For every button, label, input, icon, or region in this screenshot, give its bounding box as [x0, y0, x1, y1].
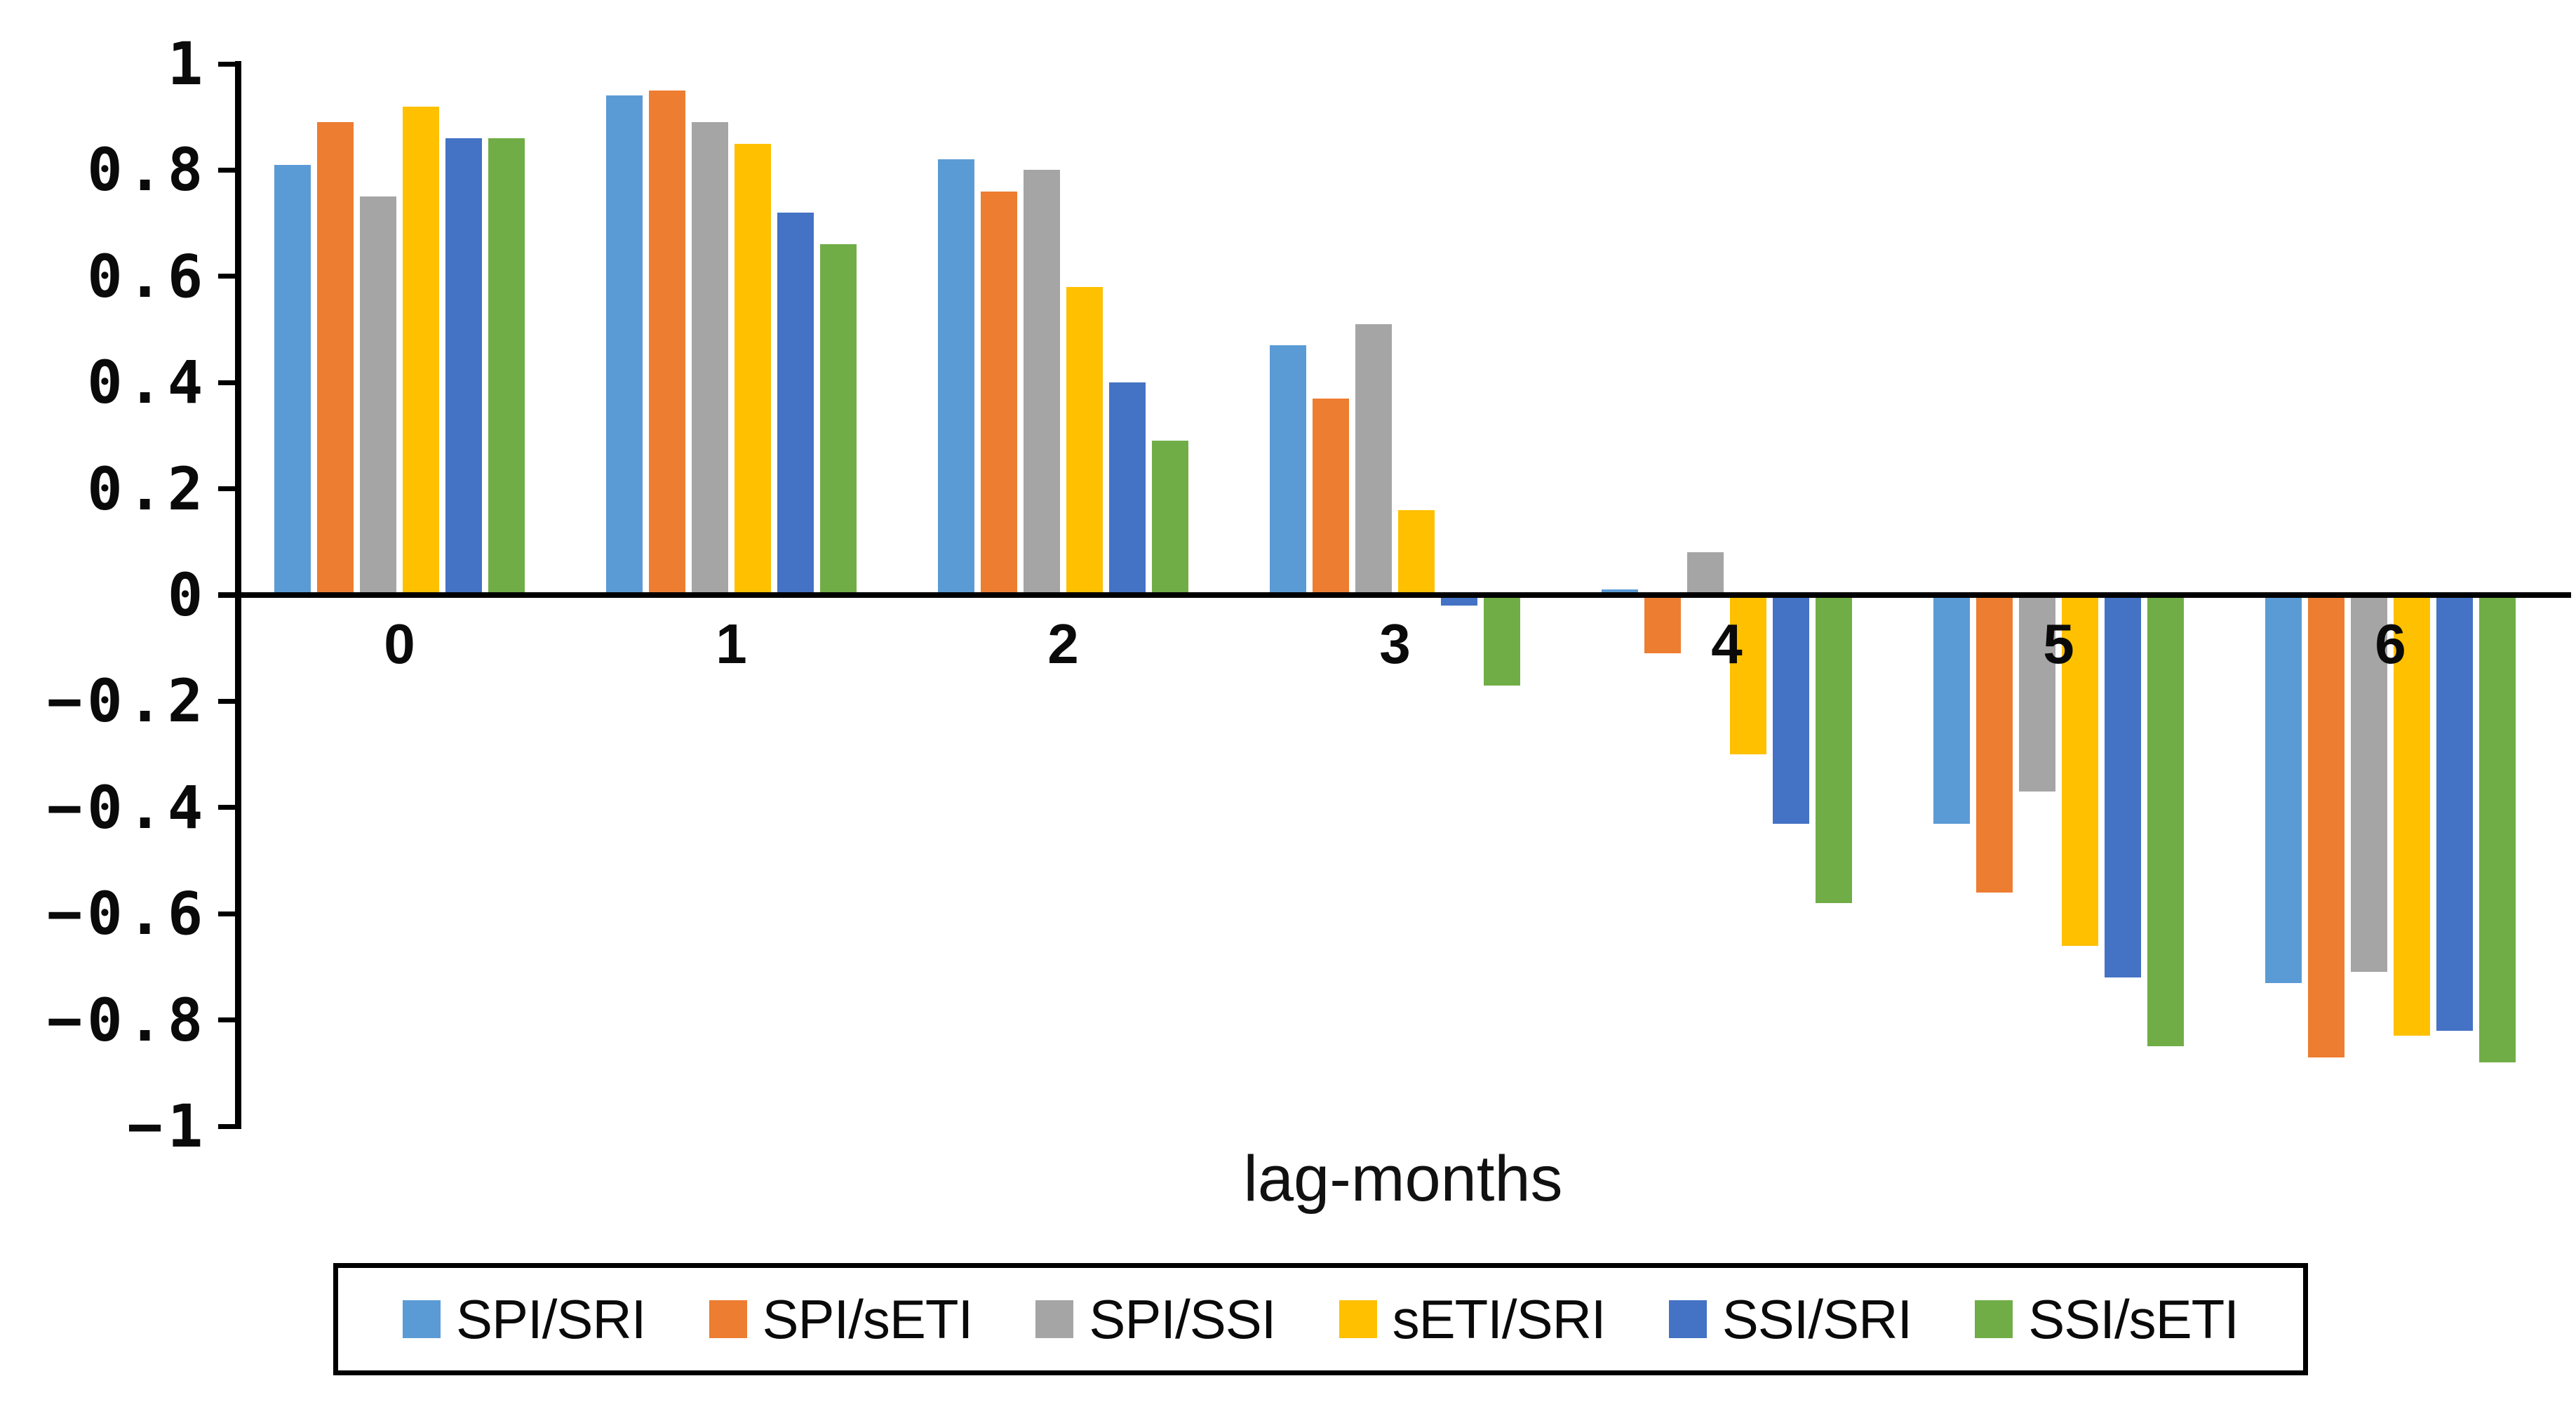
y-axis-tick [218, 61, 235, 67]
bar [1933, 595, 1970, 824]
legend-swatch-icon [1975, 1300, 2013, 1338]
y-tick-label: −0.2 [46, 667, 208, 736]
legend-label: SPI/SSI [1089, 1288, 1276, 1350]
y-axis-tick [218, 274, 235, 279]
bar [606, 95, 643, 595]
bar [1398, 509, 1435, 595]
bar [403, 106, 439, 595]
x-axis-title: lag-months [1243, 1143, 1563, 1215]
bar [360, 196, 396, 595]
y-tick-label: −0.8 [46, 985, 208, 1055]
y-axis-tick [218, 167, 235, 173]
bar [1313, 398, 1349, 595]
x-category-label: 5 [2043, 613, 2074, 675]
bar [1066, 286, 1103, 595]
x-category-label: 2 [1047, 613, 1079, 675]
y-axis-tick [218, 380, 235, 385]
bar [2062, 595, 2098, 946]
bar [1730, 595, 1766, 755]
bar [1773, 595, 1809, 824]
bar [274, 164, 311, 595]
legend-label: SSI/sETI [2028, 1288, 2239, 1350]
x-category-label: 4 [1711, 613, 1743, 675]
legend-swatch-icon [1035, 1300, 1074, 1338]
bar [1270, 345, 1306, 595]
y-tick-label: 0.6 [87, 241, 208, 311]
bar [1024, 170, 1060, 595]
bar [1976, 595, 2013, 893]
y-tick-label: 0.8 [87, 135, 208, 205]
legend-swatch-icon [1339, 1300, 1377, 1338]
legend-item: SPI/SRI [403, 1288, 646, 1350]
y-tick-label: 1 [167, 29, 208, 98]
legend-item: SSI/sETI [1975, 1292, 2239, 1347]
legend-item: SSI/SRI [1668, 1288, 1912, 1350]
y-tick-label: −0.6 [46, 879, 208, 949]
bar [2105, 595, 2141, 978]
legend-item: SPI/SSI [1035, 1288, 1276, 1350]
bar [2479, 595, 2516, 1063]
bar [777, 212, 814, 595]
x-category-label: 6 [2375, 613, 2406, 675]
legend-item: sETI/SRI [1339, 1292, 1606, 1347]
bar [2019, 595, 2055, 792]
legend-swatch-icon [403, 1300, 441, 1338]
legend-label: SSI/SRI [1722, 1288, 1912, 1350]
bar [2351, 595, 2387, 973]
y-tick-label: 0.4 [87, 348, 208, 418]
bar [2147, 595, 2184, 1047]
y-tick-label: 0.2 [87, 454, 208, 523]
legend-swatch-icon [1668, 1300, 1707, 1338]
y-axis-tick [218, 1017, 235, 1023]
y-axis-tick [218, 1123, 235, 1129]
bar [1355, 323, 1392, 595]
bar [2436, 595, 2473, 1031]
bar [1687, 552, 1724, 595]
y-axis-tick [218, 911, 235, 916]
legend-label: sETI/SRI [1392, 1288, 1606, 1350]
bar [981, 191, 1017, 595]
bar [1484, 595, 1520, 686]
bar [1109, 382, 1146, 595]
bar [2265, 595, 2302, 983]
bar [1644, 595, 1681, 654]
y-axis-tick [218, 486, 235, 492]
y-axis-tick [218, 805, 235, 810]
bar [2308, 595, 2344, 1057]
bar [1816, 595, 1852, 904]
y-axis-tick [218, 698, 235, 704]
bar [692, 122, 728, 595]
bar [2394, 595, 2430, 1036]
bar [820, 244, 857, 595]
bar [488, 138, 525, 595]
x-category-label: 0 [384, 613, 415, 675]
y-tick-label: 0 [167, 561, 208, 629]
bar [649, 90, 685, 595]
legend-box: SPI/SRI SPI/sETI SPI/SSI sETI/SRI SSI/SRI SSI… [333, 1263, 2308, 1375]
y-tick-label: −0.4 [46, 773, 208, 842]
bar [1152, 441, 1188, 595]
legend-label: SPI/sETI [762, 1288, 974, 1350]
y-tick-label: −1 [127, 1092, 208, 1161]
legend-item: SPI/sETI [709, 1292, 973, 1347]
bar [938, 159, 974, 595]
legend-swatch-icon [709, 1300, 747, 1338]
bar [445, 138, 482, 595]
x-category-label: 1 [716, 613, 747, 675]
x-axis-line [218, 592, 2571, 598]
x-category-label: 3 [1379, 613, 1411, 675]
bar [734, 143, 771, 595]
bar [317, 122, 354, 595]
legend-label: SPI/SRI [456, 1288, 646, 1350]
